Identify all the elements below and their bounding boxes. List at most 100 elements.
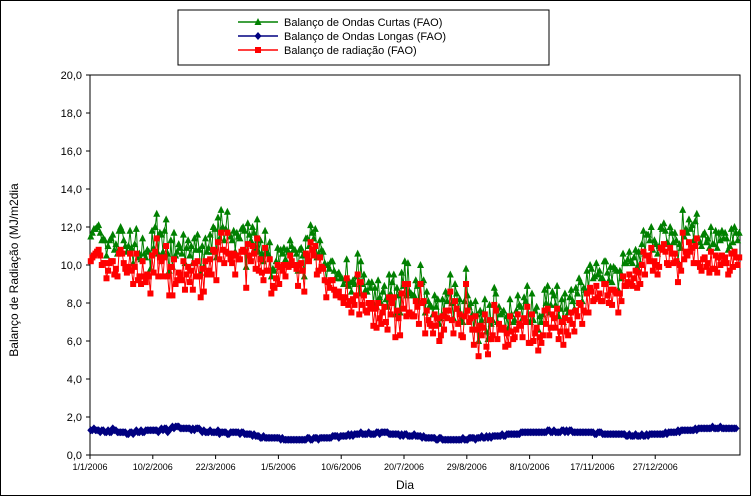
square-marker [425,317,432,324]
triangle-marker [258,249,266,257]
triangle-marker [567,285,575,293]
triangle-marker [693,209,701,217]
triangle-marker [244,219,252,227]
square-marker [561,315,568,322]
triangle-marker [194,230,202,238]
triangle-marker [660,219,668,227]
square-marker [197,294,204,301]
square-marker [690,260,697,267]
square-marker [555,336,562,343]
square-marker [472,313,479,320]
triangle-marker [541,285,549,293]
triangle-marker [679,205,687,213]
square-marker [481,311,488,318]
square-marker [213,277,220,284]
triangle-marker [351,280,359,287]
series-layer [87,205,743,444]
triangle-marker [371,283,379,291]
legend-box [177,9,550,66]
square-marker [517,322,524,329]
legend: Balanço de Ondas Curtas (FAO) Balanço de … [177,9,550,66]
square-marker [547,324,554,331]
square-marker [489,332,496,339]
square-marker [298,260,305,267]
square-marker [536,334,543,341]
square-marker [587,284,594,291]
y-tick-label: 20,0 [61,70,82,82]
square-marker [368,300,375,306]
square-marker [323,294,330,301]
triangle-marker [203,247,211,255]
triangle-marker [316,236,324,244]
triangle-marker [112,240,120,248]
square-marker [486,317,493,324]
square-marker [720,260,727,267]
square-marker [134,277,141,284]
triangle-marker [550,291,558,299]
triangle-marker [588,264,596,272]
square-marker [734,262,741,268]
square-marker [422,330,429,337]
square-marker [120,260,127,267]
y-tick-label: 2,0 [67,412,82,424]
square-marker [252,265,259,272]
square-marker [665,262,672,268]
square-marker [583,290,590,297]
triangle-marker [96,228,104,236]
square-marker [128,267,135,274]
square-marker [569,320,576,327]
square-marker [723,260,730,267]
legend-label: Balanço de radiação (FAO) [284,45,417,57]
triangle-marker [366,283,374,291]
triangle-marker [721,228,729,236]
triangle-marker [217,205,225,213]
triangle-marker [707,223,715,230]
square-marker [582,309,589,316]
square-marker [442,307,449,314]
triangle-marker [360,270,368,278]
triangle-marker [396,308,404,316]
triangle-marker [311,224,319,232]
square-marker [566,317,573,324]
y-tick-label: 6,0 [67,336,82,348]
square-marker [225,250,232,257]
square-marker [689,244,696,251]
triangle-marker [448,299,456,306]
square-marker [321,277,328,284]
triangle-marker [528,289,536,297]
y-tick-label: 4,0 [67,374,82,386]
square-marker [701,254,708,261]
square-marker [224,229,231,236]
square-marker [117,246,124,253]
square-marker [514,311,521,318]
square-marker [274,262,281,268]
triangle-marker [343,255,351,263]
triangle-marker [453,289,461,297]
square-marker [244,241,251,248]
x-tick-label: 10/6/2006 [321,462,361,472]
square-marker [279,267,286,274]
triangle-marker [139,234,147,242]
triangle-marker [431,291,439,299]
triangle-marker [622,259,630,267]
triangle-marker [572,283,580,291]
triangle-marker [685,215,693,223]
triangle-marker [374,276,382,284]
triangle-marker [195,245,203,253]
square-marker [276,281,283,287]
triangle-marker [669,238,677,246]
square-marker [145,273,152,280]
square-marker [384,326,391,333]
square-marker [521,315,528,322]
triangle-marker [266,238,274,246]
triangle-marker [413,281,421,289]
square-marker [149,252,156,259]
triangle-marker [297,243,305,251]
triangle-marker [398,268,406,276]
x-tick-label: 22/3/2006 [196,462,236,472]
square-marker [417,281,424,287]
square-marker [365,300,372,306]
square-marker [219,246,226,253]
square-marker [293,265,300,272]
